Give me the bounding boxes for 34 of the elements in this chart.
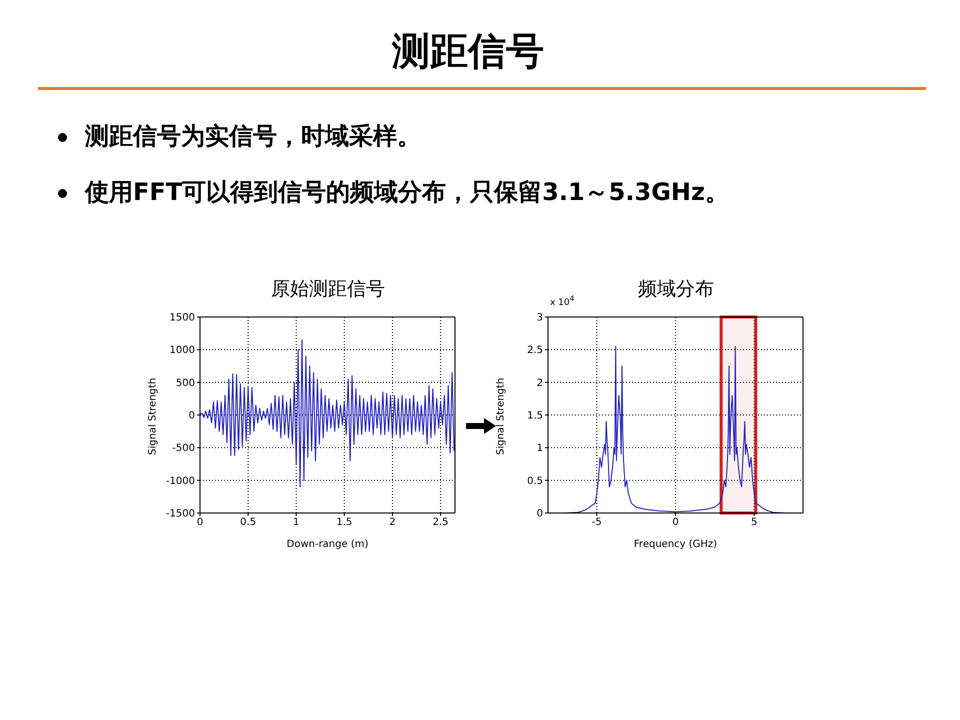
line-series (200, 339, 455, 488)
x-tick-label: -5 (592, 517, 602, 528)
y-tick-label: 0 (536, 508, 543, 520)
x-tick-label: 5 (751, 517, 758, 528)
text: 测距信号为实信号，时域采样。 (85, 122, 421, 150)
y-tick-label: 2.5 (527, 345, 543, 356)
x-tick-label: 2 (389, 517, 396, 528)
chart-title: 原始测距信号 (270, 277, 386, 302)
chart-title: 频域分布 (638, 278, 714, 300)
y-tick-label: 1000 (170, 345, 195, 356)
y-tick-label: -1500 (166, 508, 195, 520)
y-tick-label: 2 (536, 378, 543, 389)
x-tick-label: 0.5 (240, 517, 256, 528)
text: x 10$^{4}$ (550, 294, 574, 308)
y-axis-title: Signal Strength (148, 378, 159, 455)
y-tick-label: -1000 (166, 476, 195, 487)
text: 测距信号 (390, 28, 545, 75)
x-axis-title: Frequency (GHz) (634, 539, 718, 550)
x-tick-label: 1.5 (336, 517, 352, 528)
x-axis-title: Down-range (m) (286, 539, 368, 550)
x-tick-label: 0 (196, 517, 204, 528)
x-tick-label: 1 (293, 517, 300, 528)
y-tick-label: 500 (176, 378, 195, 389)
text: 使用FFT可以得到信号的频域分布，只保留3.1～5.3GHz。 (85, 178, 729, 206)
y-tick-label: 1 (536, 443, 543, 454)
x-tick-label: 2.5 (432, 517, 449, 528)
x-tick-label: 0 (672, 517, 679, 528)
y-tick-label: 0 (188, 410, 195, 422)
y-tick-label: -500 (172, 443, 195, 454)
y-tick-label: 0.5 (527, 476, 543, 487)
y-tick-label: 1.5 (527, 410, 543, 422)
y-tick-label: 3 (536, 312, 543, 324)
y-tick-label: 1500 (170, 312, 195, 324)
y-axis-title: Signal Strength (496, 378, 507, 455)
